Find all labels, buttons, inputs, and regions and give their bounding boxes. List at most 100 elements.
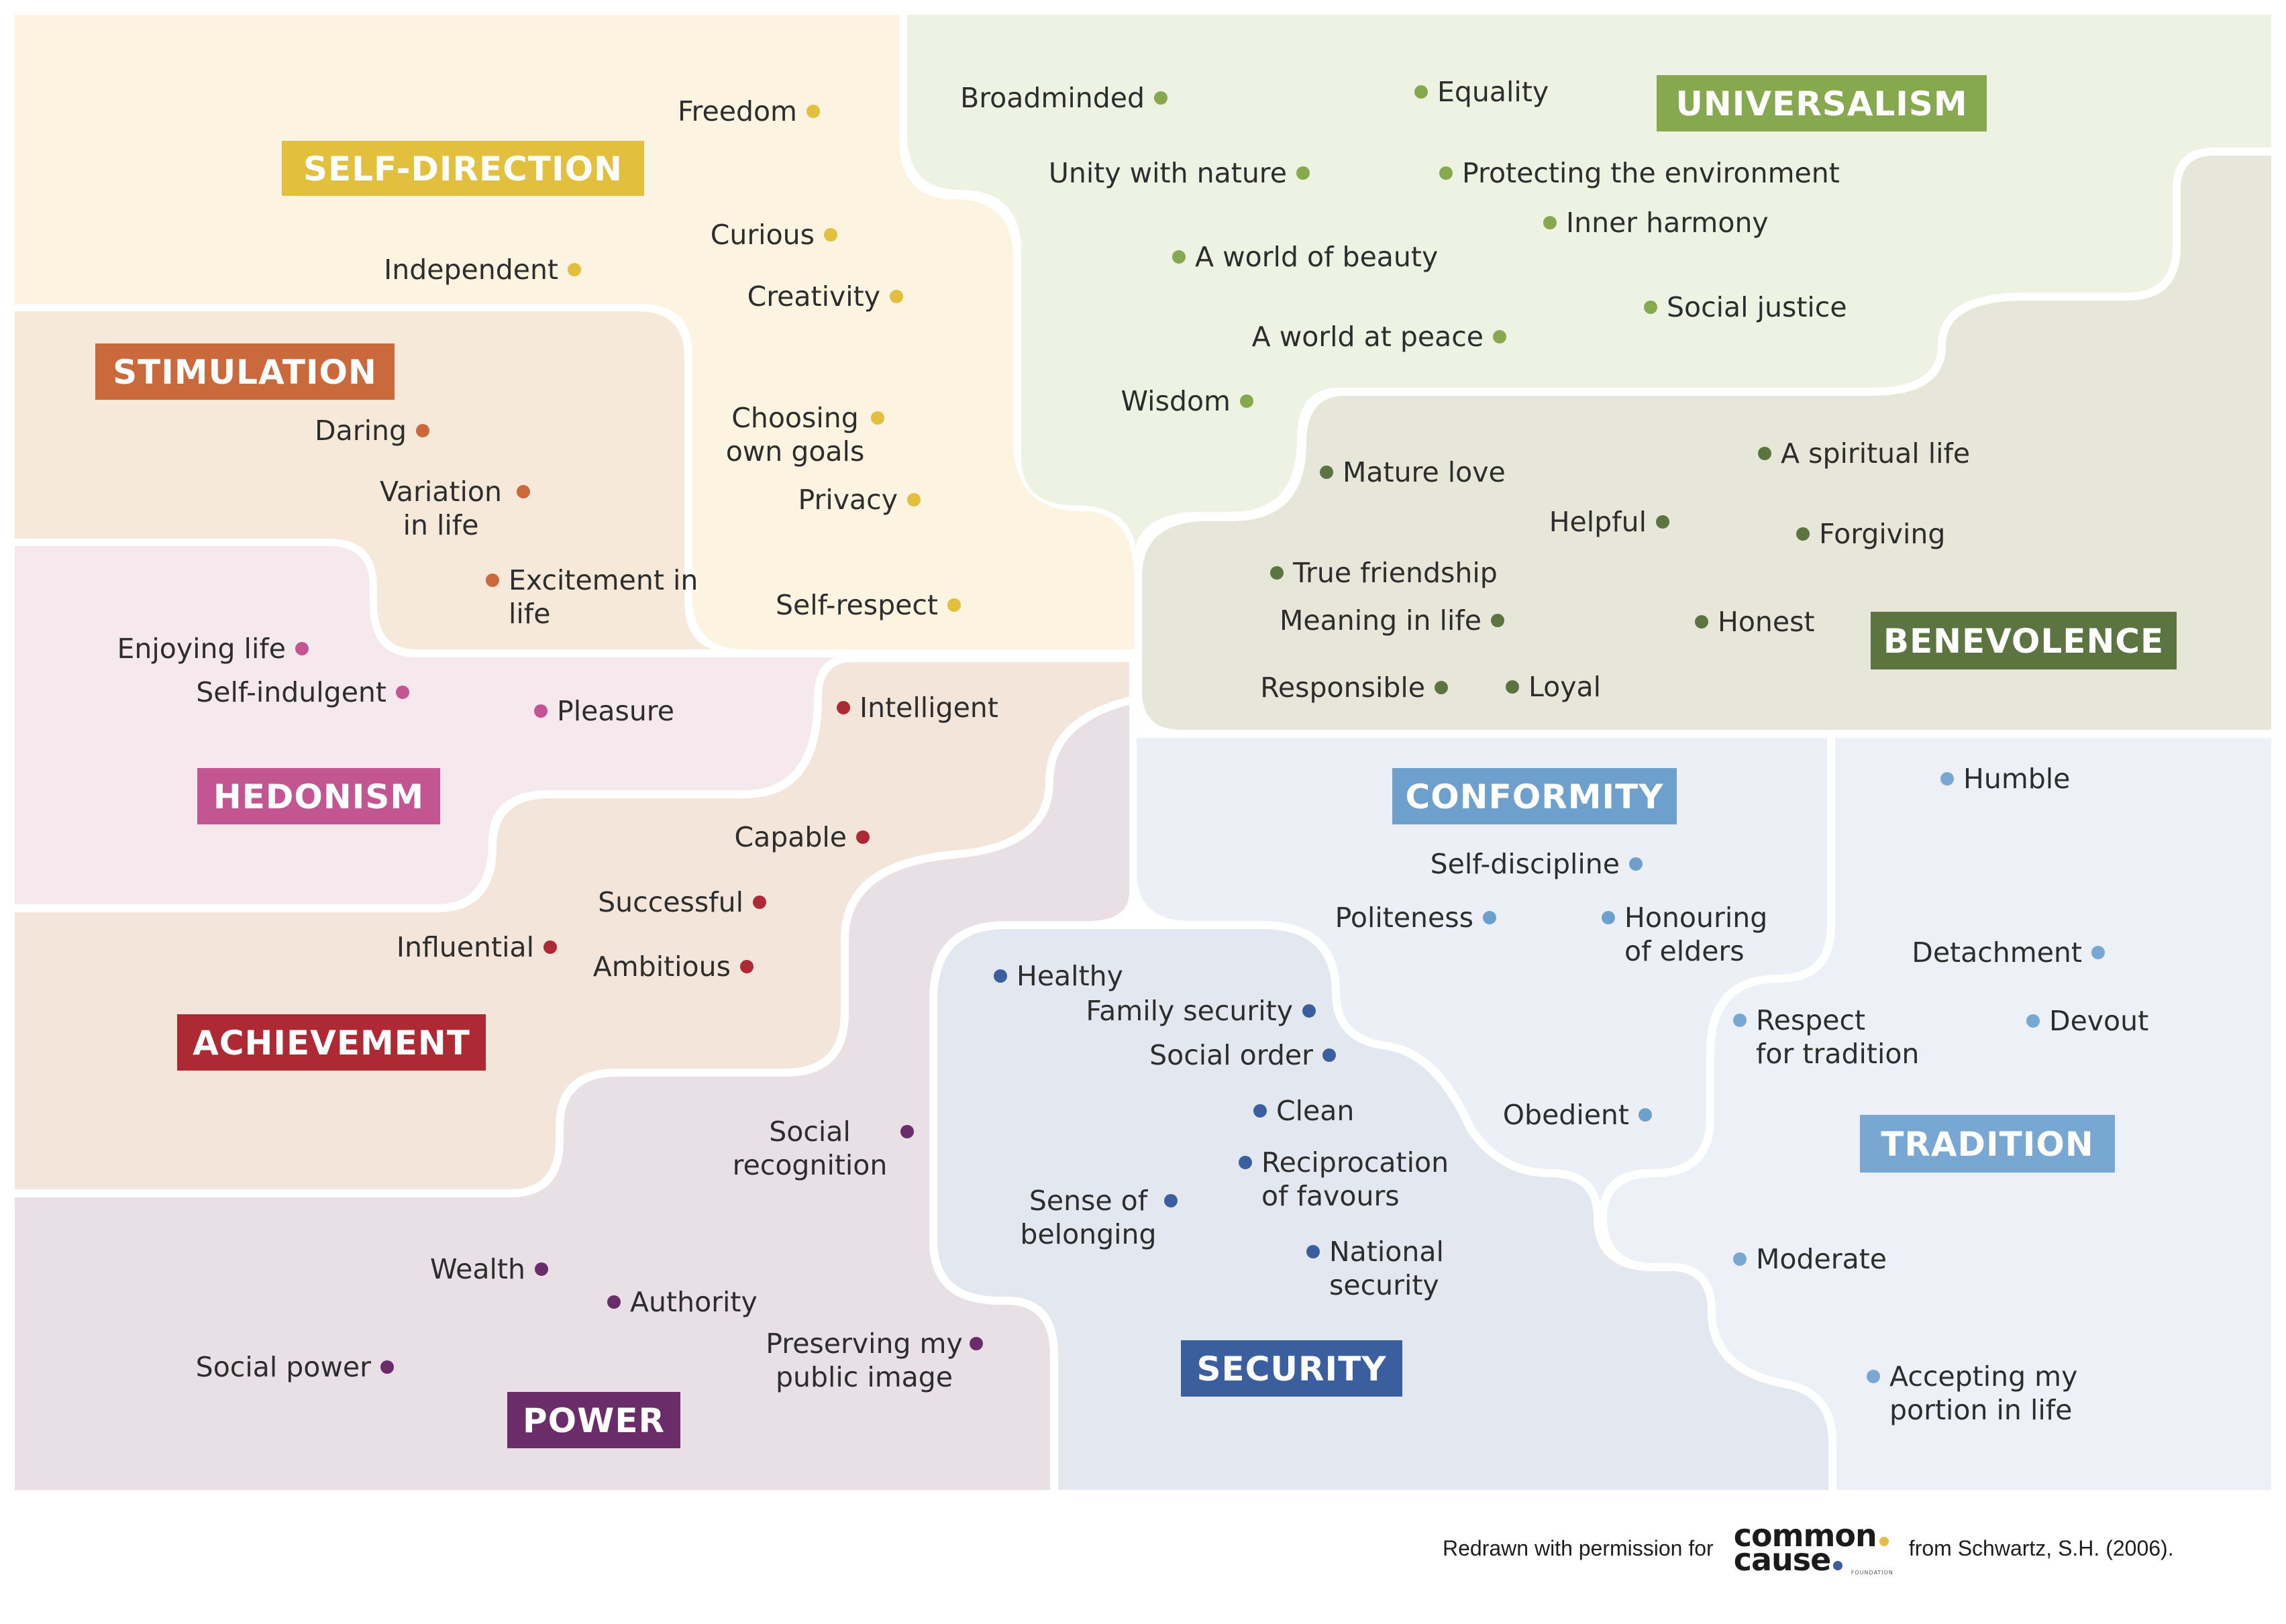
value-label: National security (1329, 1236, 1444, 1301)
value-point: A world at peace (1252, 321, 1506, 353)
value-point: Obedient (1503, 1099, 1652, 1131)
value-point: Independent (384, 254, 581, 286)
value-point: Broadminded (960, 82, 1167, 114)
value-label: Daring (315, 415, 407, 447)
value-label: Devout (2049, 1005, 2148, 1037)
value-label: Self-discipline (1431, 848, 1620, 880)
value-dot (1639, 1108, 1652, 1122)
value-label: Inner harmony (1566, 207, 1769, 239)
value-dot (1493, 330, 1506, 343)
value-label: Choosing own goals (726, 402, 865, 468)
value-label: A world at peace (1252, 321, 1484, 353)
value-label: Successful (598, 886, 743, 918)
value-dot (416, 424, 429, 437)
value-dot (1253, 1104, 1267, 1118)
value-dot (1491, 614, 1504, 627)
value-label: Excitement in life (509, 564, 698, 630)
value-label: Social power (196, 1351, 371, 1383)
value-point: Clean (1253, 1095, 1354, 1127)
value-dot (1940, 772, 1954, 786)
value-dot (1240, 394, 1253, 408)
value-label: Mature love (1343, 456, 1506, 488)
value-dot (1306, 1245, 1320, 1258)
region-universalism (904, 12, 2274, 561)
value-point: Sense of belonging (1020, 1185, 1178, 1250)
region-tradition (1604, 735, 2274, 1493)
value-label: A spiritual life (1781, 437, 1970, 470)
logo-line-2: cause (1733, 1541, 1832, 1578)
value-point: Social justice (1644, 291, 1847, 323)
value-label: Creativity (747, 280, 880, 313)
value-dot (1733, 1252, 1747, 1266)
value-point: Capable (734, 821, 870, 853)
value-point: Pleasure (534, 695, 674, 727)
value-label: Wisdom (1121, 385, 1231, 417)
value-dot (607, 1295, 621, 1309)
svg-text:STIMULATION: STIMULATION (113, 353, 377, 392)
value-label: Honouring of elders (1624, 902, 1767, 967)
value-label: Authority (630, 1286, 758, 1318)
domain-label-conformity: CONFORMITY (1392, 768, 1677, 824)
value-dot (1796, 527, 1810, 541)
value-dot (1435, 681, 1448, 694)
value-label: Social order (1149, 1039, 1313, 1071)
value-point: Responsible (1260, 671, 1448, 704)
value-label: Self-indulgent (196, 676, 386, 708)
value-point: Self-respect (776, 589, 961, 621)
domain-label-achievement: ACHIEVEMENT (177, 1014, 486, 1071)
value-point: A world of beauty (1172, 241, 1438, 273)
region-security (935, 926, 1831, 1493)
value-point: Forgiving (1796, 518, 1945, 550)
domain-regions (12, 12, 2274, 1493)
value-label: Capable (734, 821, 847, 853)
value-point: Inner harmony (1543, 207, 1769, 239)
value-point: Choosing own goals (726, 402, 884, 468)
svg-text:HEDONISM: HEDONISM (213, 777, 424, 816)
value-dot (807, 105, 820, 118)
value-dot (1439, 166, 1453, 180)
value-point: Freedom (678, 95, 820, 127)
value-label: Influential (397, 931, 534, 963)
svg-text:TRADITION: TRADITION (1881, 1125, 2093, 1164)
value-dot (1506, 680, 1519, 694)
value-label: Accepting my portion in life (1889, 1360, 2077, 1426)
value-point: Meaning in life (1280, 604, 1504, 637)
value-label: Enjoying life (117, 633, 286, 665)
value-dot (907, 493, 921, 506)
value-point: Protecting the environment (1439, 157, 1840, 189)
value-point: Intelligent (837, 692, 998, 724)
value-dot (753, 896, 766, 909)
svg-text:BENEVOLENCE: BENEVOLENCE (1883, 622, 2164, 661)
value-point: Curious (711, 219, 837, 251)
value-label: Clean (1276, 1095, 1354, 1127)
value-label: Sense of belonging (1020, 1185, 1156, 1250)
value-point: Unity with nature (1049, 157, 1310, 189)
value-point: Politeness (1335, 902, 1496, 934)
value-point: Social order (1149, 1039, 1336, 1071)
svg-text:CONFORMITY: CONFORMITY (1406, 777, 1664, 816)
value-point: Detachment (1912, 936, 2105, 969)
value-dot (534, 704, 548, 718)
value-dot (1483, 911, 1496, 924)
value-dot (970, 1337, 983, 1350)
value-label: Protecting the environment (1462, 157, 1840, 189)
domain-label-power: POWER (507, 1392, 680, 1448)
value-label: Variation in life (380, 476, 502, 541)
logo-dot-icon (1833, 1561, 1843, 1570)
value-dot (900, 1125, 914, 1138)
value-point: Reciprocation of favours (1239, 1146, 1449, 1212)
value-dot (994, 969, 1007, 983)
value-point: Moderate (1733, 1243, 1887, 1275)
value-dot (380, 1360, 394, 1374)
value-dot (543, 940, 557, 954)
value-dot (2026, 1014, 2040, 1028)
domain-label-stimulation: STIMULATION (95, 343, 395, 400)
value-point: Self-discipline (1431, 848, 1643, 880)
value-dot (1758, 447, 1771, 460)
value-dot (1414, 85, 1428, 99)
value-label: Pleasure (557, 695, 674, 727)
value-label: Respect for tradition (1756, 1004, 1919, 1070)
credit-prefix: Redrawn with permission for (1443, 1535, 1714, 1560)
